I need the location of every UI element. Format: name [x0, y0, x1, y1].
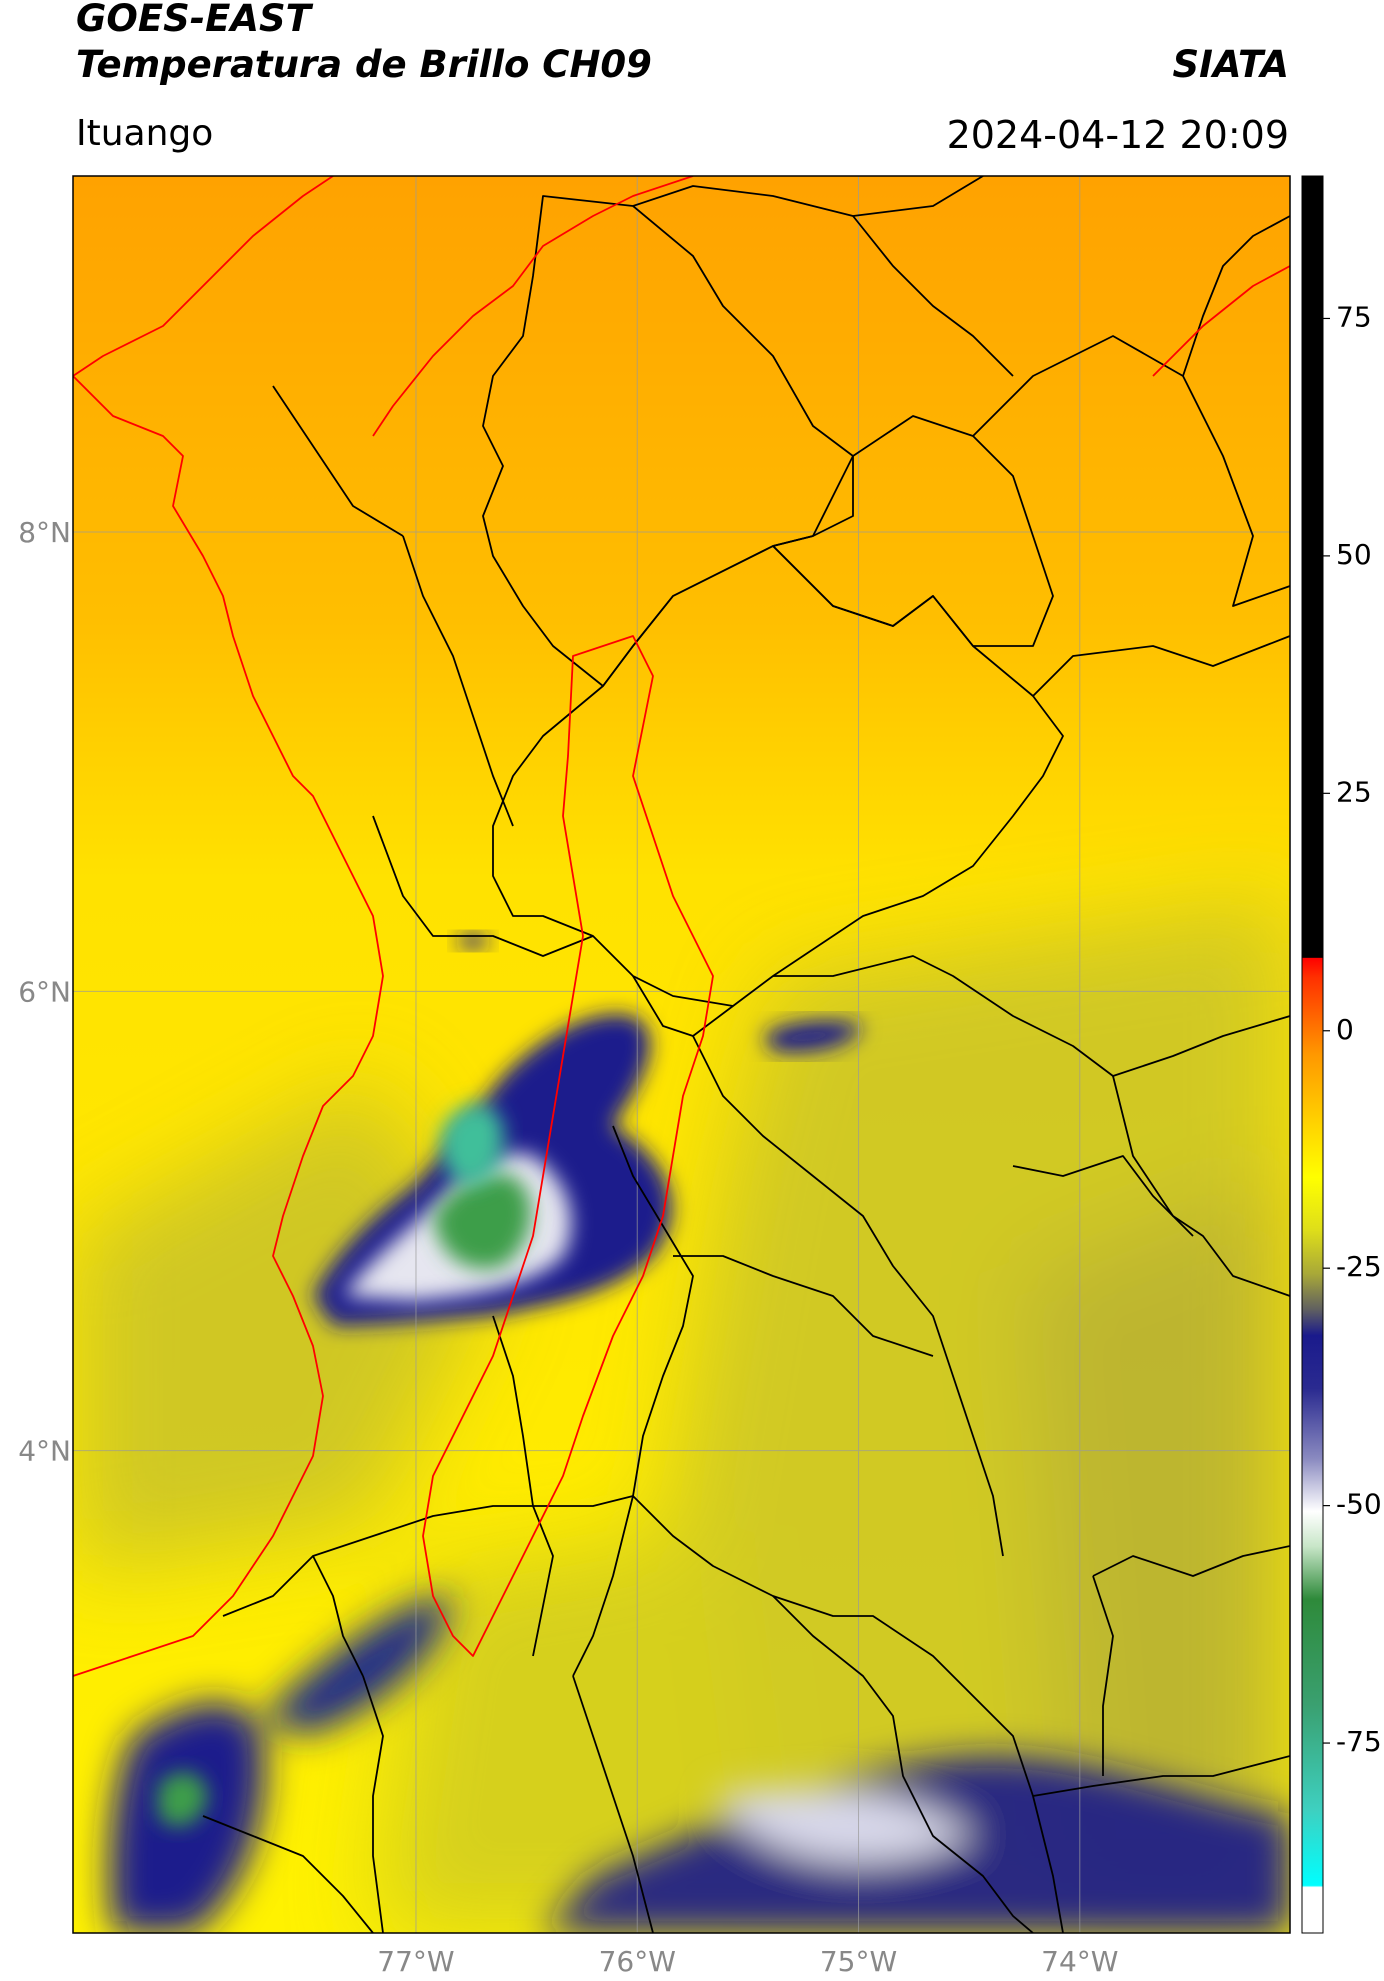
- title-line-1: GOES-EAST: [76, 0, 311, 40]
- lon-axis: 77°W 76°W 75°W 74°W: [377, 1945, 1118, 1978]
- colorbar-tick-label: 25: [1336, 775, 1372, 808]
- colorbar-tick-label: -25: [1336, 1250, 1382, 1283]
- lon-tick-label: 76°W: [599, 1945, 676, 1978]
- lat-tick-label: 4°N: [18, 1435, 71, 1468]
- colorbar-tick-label: -75: [1336, 1725, 1382, 1758]
- timestamp-label: 2024-04-12 20:09: [946, 113, 1289, 157]
- colorbar-tick-label: 0: [1336, 1013, 1354, 1046]
- lat-axis: 8°N 6°N 4°N: [18, 516, 71, 1468]
- colorbar: 75 50 25 0 -25 -50 -75: [1301, 175, 1382, 1934]
- lat-tick-label: 8°N: [18, 516, 71, 549]
- title-line-2: Temperatura de Brillo CH09: [76, 43, 652, 86]
- lon-tick-label: 77°W: [377, 1945, 454, 1978]
- colorbar-ticks: 75 50 25 0 -25 -50 -75: [1323, 300, 1382, 1758]
- lon-tick-label: 74°W: [1041, 1945, 1118, 1978]
- imagery-layer: [73, 176, 1290, 1933]
- map-frame: [72, 175, 1291, 1934]
- colorbar-gradient: [1301, 175, 1324, 1934]
- colorbar-tick-label: 75: [1336, 300, 1372, 333]
- lon-tick-label: 75°W: [820, 1945, 897, 1978]
- storm-cell-main: [313, 1014, 672, 1326]
- colorbar-tick-label: 50: [1336, 538, 1372, 571]
- colorbar-tick-label: -50: [1336, 1488, 1382, 1521]
- region-label: Ituango: [76, 113, 214, 154]
- department-boundaries: [202, 176, 1290, 1933]
- graticule: [73, 176, 1290, 1933]
- satellite-map: 8°N 6°N 4°N 77°W 76°W 75°W 74°W: [18, 175, 1291, 1978]
- coastline-and-basin: [73, 176, 1290, 1677]
- lat-tick-label: 6°N: [18, 975, 71, 1008]
- organization-label: SIATA: [1172, 43, 1289, 86]
